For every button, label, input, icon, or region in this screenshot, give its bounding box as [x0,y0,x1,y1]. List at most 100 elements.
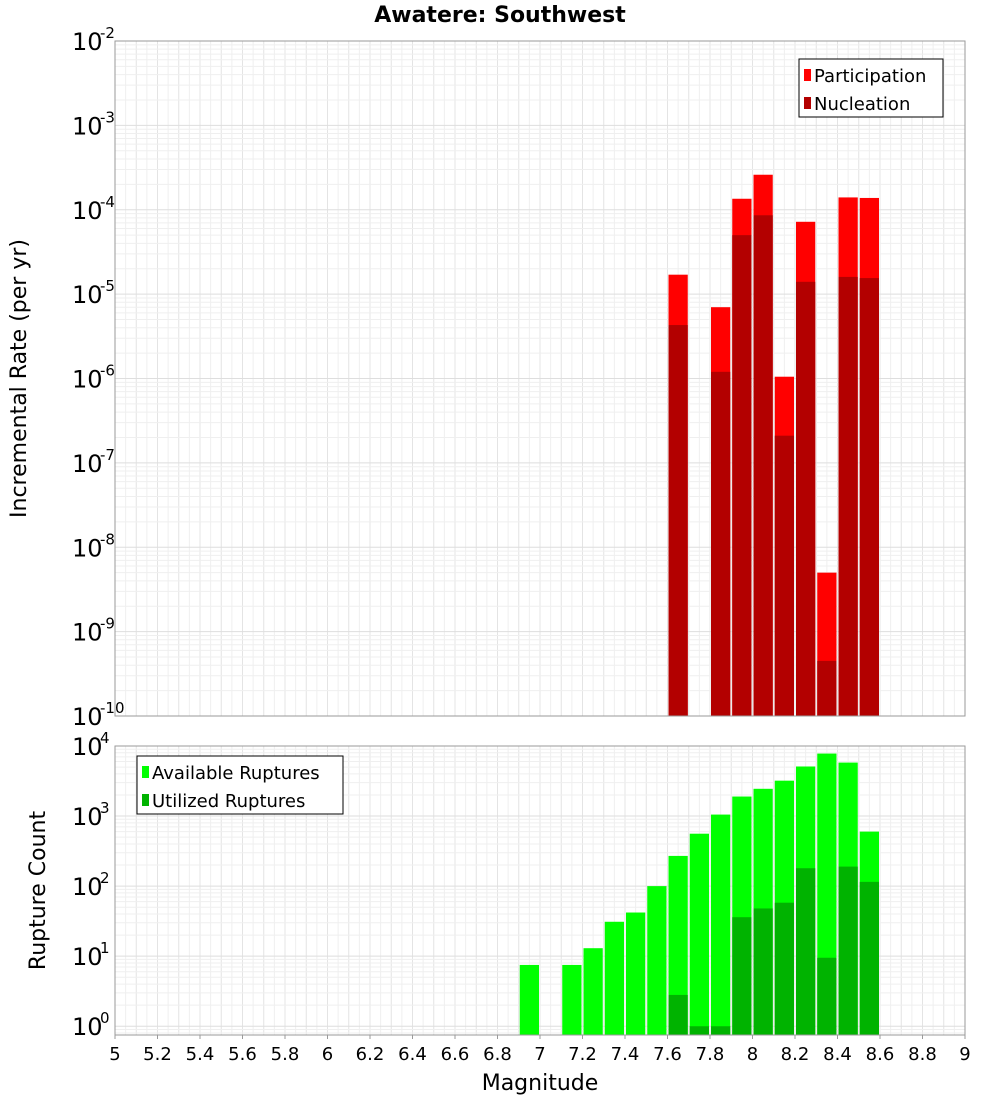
x-tick-label: 8 [747,1044,758,1065]
y-tick-exponent: -5 [100,277,115,295]
rate-plot-border [114,40,966,717]
x-tick-label: 7.4 [611,1044,640,1065]
count-y-tick-label: 104 [72,729,110,761]
count-a-bar [626,912,646,1035]
y-tick-exponent: 4 [100,729,110,747]
rate-b-bar [817,660,837,716]
y-tick-base: 10 [72,873,103,901]
y-tick-base: 10 [72,733,103,761]
y-tick-exponent: -8 [100,530,115,548]
x-tick-label: 9 [959,1044,970,1065]
x-tick-label: 7.8 [696,1044,725,1065]
rate-legend-label: Participation [814,66,926,87]
count-legend-label: Utilized Ruptures [152,791,305,812]
rate-y-tick-label: 10-4 [72,193,115,225]
y-tick-exponent: -6 [100,362,115,380]
x-tick-label: 8.4 [823,1044,852,1065]
y-tick-exponent: -4 [100,193,115,211]
count-legend-label: Available Ruptures [152,763,320,784]
count-bars [519,753,879,1035]
y-tick-base: 10 [72,1013,103,1041]
y-tick-exponent: 2 [100,869,110,887]
count-a-bar [562,964,582,1035]
rate-gridlines [114,40,966,717]
y-tick-exponent: 0 [100,1009,110,1027]
y-tick-base: 10 [72,28,103,56]
count-b-bar [838,866,858,1035]
rate-y-tick-label: 10-2 [72,24,115,56]
x-tick-label: 6 [322,1044,333,1065]
count-a-bar [711,814,731,1035]
count-a-bar [647,886,667,1035]
count-a-bar [583,948,603,1035]
x-tick-label: 8.2 [781,1044,810,1065]
count-b-bar [711,1026,731,1035]
rate-b-bar [711,371,731,716]
count-y-tick-label: 101 [72,939,110,971]
x-tick-label: 8.8 [908,1044,937,1065]
count-y-tick-label: 100 [72,1009,110,1041]
count-a-bar [519,964,539,1035]
rate-legend-label: Nucleation [814,94,910,115]
magnitude-x-ticks: 5 5.2 5.4 5.6 5.8 6 6.2 6.4 6.6 6.8 7 7.2 7.4 7.6 7.8 8… [109,1035,971,1065]
count-y-tick-label: 103 [72,799,110,831]
rate-b-bar [753,215,773,717]
y-tick-exponent: -2 [100,24,115,42]
y-tick-base: 10 [72,450,103,478]
y-tick-exponent: 1 [100,939,110,957]
rate-y-ticks: 10-210-310-410-510-610-710-810-910-10 [72,24,125,731]
x-tick-label: 5 [109,1044,120,1065]
rate-b-bar [732,235,752,716]
count-legend: Available Ruptures Utilized Ruptures [136,755,344,815]
y-tick-base: 10 [72,703,103,731]
rate-panel: 10-210-310-410-510-610-710-810-910-10 In… [7,24,966,731]
y-tick-exponent: -9 [100,615,115,633]
y-tick-exponent: -10 [100,699,125,717]
x-tick-label: 5.8 [271,1044,300,1065]
x-tick-label: 6.6 [441,1044,470,1065]
y-tick-base: 10 [72,534,103,562]
count-b-bar [689,1026,709,1035]
x-tick-label: 7 [534,1044,545,1065]
rate-legend-swatch [804,97,811,109]
rate-y-tick-label: 10-7 [72,446,115,478]
rate-y-tick-label: 10-8 [72,530,115,562]
rate-legend-swatch [804,69,811,81]
x-tick-label: 6.2 [356,1044,385,1065]
y-tick-base: 10 [72,197,103,225]
x-tick-label: 5.2 [143,1044,172,1065]
magnitude-x-axis-label: Magnitude [482,1071,599,1096]
rate-legend: Participation Nucleation [798,58,944,118]
x-tick-label: 8.6 [866,1044,895,1065]
count-a-bar [668,855,688,1035]
chart-title: Awatere: Southwest [374,3,626,28]
x-tick-label: 6.4 [398,1044,427,1065]
y-tick-base: 10 [72,366,103,394]
x-tick-label: 7.2 [568,1044,597,1065]
count-b-bar [817,957,837,1035]
rate-b-bar [838,276,858,716]
rate-b-bar [774,435,794,716]
count-b-bar [668,994,688,1035]
count-b-bar [796,868,816,1035]
rate-b-bar [796,281,816,716]
count-y-tick-label: 102 [72,869,110,901]
count-b-bar [859,881,879,1035]
rate-legend-box [798,58,944,118]
rate-y-tick-label: 10-10 [72,699,125,731]
rate-b-bar [859,278,879,716]
count-legend-swatch [142,794,149,806]
y-tick-exponent: -3 [100,108,115,126]
count-legend-swatch [142,766,149,778]
y-tick-exponent: 3 [100,799,110,817]
count-b-bar [774,902,794,1035]
y-tick-base: 10 [72,112,103,140]
x-tick-label: 5.6 [228,1044,257,1065]
rate-b-bar [668,325,688,716]
count-b-bar [753,908,773,1035]
y-tick-base: 10 [72,619,103,647]
rate-y-tick-label: 10-9 [72,615,115,647]
